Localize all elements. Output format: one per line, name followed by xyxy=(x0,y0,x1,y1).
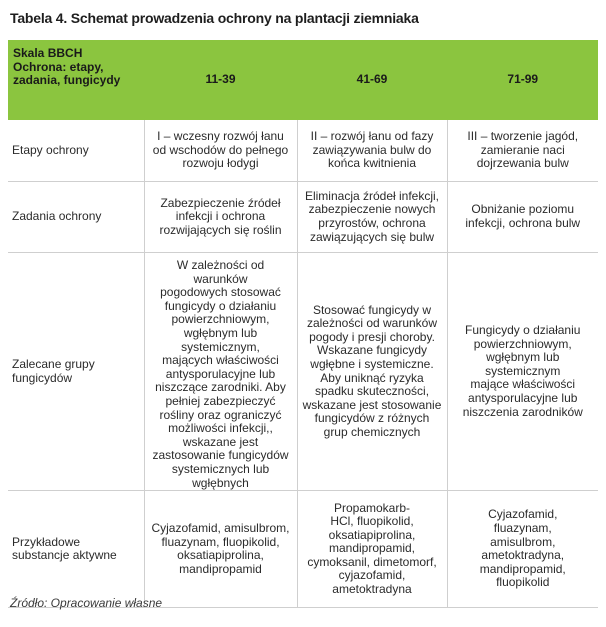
table-cell: Cyjazofamid, fluazynam, amisulbrom, amet… xyxy=(446,490,598,609)
table-cell: II – rozwój łanu od fazy zawiązywania bu… xyxy=(296,119,448,182)
table-cell: Eliminacja źródeł infekcji, zabezpieczen… xyxy=(296,181,448,253)
table-cell: Stosować fungicydy w zależności od warun… xyxy=(296,251,448,492)
protection-schedule-table: Skala BBCH Ochrona: etapy, zadania, fung… xyxy=(8,40,598,609)
table-cell: Obniżanie poziomu infekcji, ochrona bulw xyxy=(446,181,598,253)
table-row: Etapy ochrony I – wczesny rozwój łanu od… xyxy=(8,119,598,182)
table-cell: W zależności od warunków pogodowych stos… xyxy=(143,251,298,492)
header-row: Skala BBCH Ochrona: etapy, zadania, fung… xyxy=(8,40,598,120)
table-cell: I – wczesny rozwój łanu od wschodów do p… xyxy=(143,119,298,182)
table-row: Zalecane grupy fungicydów W zależności o… xyxy=(8,251,598,492)
table-cell: III – tworzenie jagód, zamieranie naci d… xyxy=(446,119,598,182)
table-cell: Cyjazofamid, amisulbrom, fluazynam, fluo… xyxy=(143,490,298,609)
header-column-bbch-71-99: 71-99 xyxy=(446,40,598,120)
header-column-bbch-11-39: 11-39 xyxy=(143,40,298,120)
row-label-etapy-ochrony: Etapy ochrony xyxy=(8,119,145,182)
table-title: Tabela 4. Schemat prowadzenia ochrony na… xyxy=(10,10,419,26)
header-corner-cell: Skala BBCH Ochrona: etapy, zadania, fung… xyxy=(8,40,145,120)
header-column-bbch-41-69: 41-69 xyxy=(296,40,448,120)
table-cell: Propamokarb- HCl, fluopikolid, oksatiapi… xyxy=(296,490,448,609)
row-label-przykladowe-substancje-aktywne: Przykładowe substancje aktywne xyxy=(8,490,145,609)
table-cell: Fungicydy o działaniu powierzchniowym, w… xyxy=(446,251,598,492)
row-label-zalecane-grupy-fungicydow: Zalecane grupy fungicydów xyxy=(8,251,145,492)
row-label-zadania-ochrony: Zadania ochrony xyxy=(8,181,145,253)
table-row: Przykładowe substancje aktywne Cyjazofam… xyxy=(8,490,598,609)
source-note: Źródło: Opracowanie własne xyxy=(10,596,163,610)
table-cell: Zabezpieczenie źródeł infekcji i ochrona… xyxy=(143,181,298,253)
table-row: Zadania ochrony Zabezpieczenie źródeł in… xyxy=(8,181,598,253)
